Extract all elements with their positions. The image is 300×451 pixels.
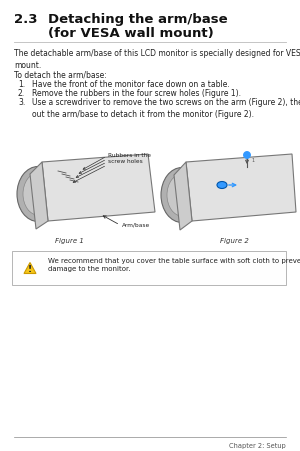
Text: 2.: 2. <box>18 89 25 98</box>
Text: Have the front of the monitor face down on a table.: Have the front of the monitor face down … <box>32 80 230 89</box>
Text: Remove the rubbers in the four screw holes (Figure 1).: Remove the rubbers in the four screw hol… <box>32 89 241 98</box>
Text: Use a screwdriver to remove the two screws on the arm (Figure 2), then slide
out: Use a screwdriver to remove the two scre… <box>32 98 300 119</box>
Text: Chapter 2: Setup: Chapter 2: Setup <box>229 442 286 448</box>
Text: We recommend that you cover the table surface with soft cloth to prevent
damage : We recommend that you cover the table su… <box>48 258 300 272</box>
Polygon shape <box>186 155 296 221</box>
Text: 1.: 1. <box>18 80 25 89</box>
Text: 3.: 3. <box>18 98 25 107</box>
Text: Arm/base: Arm/base <box>122 222 150 227</box>
Polygon shape <box>30 163 48 230</box>
Text: To detach the arm/base:: To detach the arm/base: <box>14 70 107 79</box>
Ellipse shape <box>23 174 53 216</box>
Text: Figure 1: Figure 1 <box>55 238 84 244</box>
Ellipse shape <box>167 175 197 216</box>
Text: Figure 2: Figure 2 <box>220 238 249 244</box>
Ellipse shape <box>217 182 227 189</box>
Text: The detachable arm/base of this LCD monitor is specially designed for VESA wall
: The detachable arm/base of this LCD moni… <box>14 49 300 70</box>
Ellipse shape <box>17 167 59 222</box>
Text: Detaching the arm/base: Detaching the arm/base <box>48 13 228 26</box>
Text: Rubbers in the
screw holes: Rubbers in the screw holes <box>108 152 151 164</box>
Text: 2.3: 2.3 <box>14 13 38 26</box>
Text: 1: 1 <box>251 158 254 163</box>
Text: !: ! <box>28 265 32 274</box>
Polygon shape <box>42 155 155 221</box>
Polygon shape <box>24 263 36 274</box>
Text: (for VESA wall mount): (for VESA wall mount) <box>48 27 214 40</box>
Ellipse shape <box>161 168 203 223</box>
Circle shape <box>244 152 250 159</box>
Bar <box>12 252 286 285</box>
Polygon shape <box>174 163 192 230</box>
